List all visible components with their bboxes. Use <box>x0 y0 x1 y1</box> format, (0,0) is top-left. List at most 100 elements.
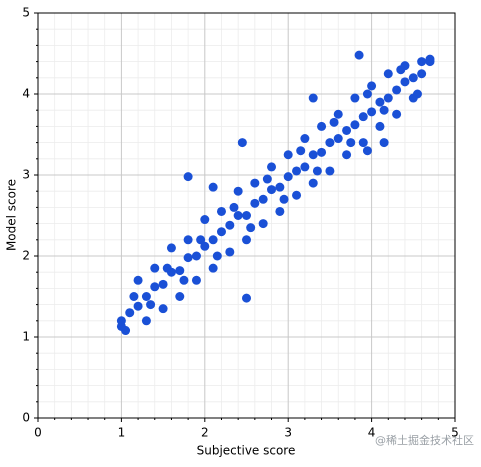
scatter-point <box>412 89 422 99</box>
plot-frame <box>37 12 456 419</box>
scatter-point <box>166 243 176 253</box>
scatter-point <box>392 109 402 119</box>
scatter-point <box>342 125 352 135</box>
points <box>116 50 435 336</box>
scatter-point <box>300 134 310 144</box>
scatter-point <box>396 65 406 75</box>
scatter-point <box>325 166 335 176</box>
scatter-point <box>279 194 289 204</box>
grid <box>36 12 456 420</box>
scatter-point <box>162 263 172 273</box>
scatter-point <box>133 275 143 285</box>
scatter-point <box>350 93 360 103</box>
scatter-point <box>346 138 356 148</box>
scatter-point <box>196 235 206 245</box>
scatter-point <box>225 247 235 257</box>
scatter-point <box>175 266 185 276</box>
scatter-point <box>383 93 393 103</box>
scatter-point <box>237 138 247 148</box>
scatter-point <box>233 211 243 220</box>
scatter-point <box>250 178 260 188</box>
scatter-point <box>358 138 368 148</box>
y-tick-label: 1 <box>22 330 30 344</box>
scatter-point <box>233 186 243 196</box>
scatter-point <box>141 292 151 301</box>
scatter-point <box>191 251 201 261</box>
y-tick-label: 4 <box>22 87 30 101</box>
scatter-point <box>362 89 372 99</box>
scatter-point <box>133 301 143 311</box>
y-tick-label: 5 <box>22 6 30 20</box>
scatter-point <box>362 146 372 156</box>
scatter-point <box>283 172 293 182</box>
scatter-point <box>333 134 343 144</box>
scatter-point <box>400 77 410 87</box>
scatter-point <box>208 263 218 273</box>
scatter-point <box>212 251 222 261</box>
scatter-point <box>200 215 210 225</box>
scatter-point <box>342 150 352 160</box>
scatter-point <box>150 263 160 273</box>
scatter-point <box>262 174 272 184</box>
scatter-point <box>308 178 318 188</box>
scatter-point <box>308 150 318 160</box>
scatter-point <box>379 138 389 148</box>
scatter-point <box>329 117 339 127</box>
scatter-point <box>379 105 389 115</box>
scatter-point <box>317 147 327 157</box>
scatter-point <box>317 121 327 131</box>
scatter-point <box>242 293 251 303</box>
x-axis-label: Subjective score <box>197 444 296 458</box>
x-tick-label: 3 <box>284 426 292 440</box>
scatter-point <box>183 253 193 263</box>
scatter-point <box>425 54 435 64</box>
scatter-point <box>229 202 239 212</box>
y-tick-label: 0 <box>22 411 30 425</box>
scatter-point <box>246 223 256 233</box>
scatter-point <box>258 219 268 229</box>
scatter-point <box>183 235 193 245</box>
scatter-point <box>383 69 393 79</box>
scatter-point <box>216 206 226 216</box>
scatter-point <box>392 85 402 95</box>
x-tick-label: 4 <box>368 426 376 440</box>
scatter-point <box>179 275 189 285</box>
scatter-point <box>267 185 277 195</box>
scatter-point <box>408 73 418 83</box>
scatter-point <box>417 57 427 67</box>
scatter-point <box>158 279 168 289</box>
scatter-point <box>225 220 235 230</box>
scatter-point <box>200 241 210 251</box>
scatter-point <box>125 308 135 318</box>
scatter-point <box>300 162 310 172</box>
scatter-point <box>367 107 377 117</box>
scatter-point <box>333 109 343 119</box>
scatter-point <box>216 227 226 237</box>
scatter-point <box>158 304 168 314</box>
scatter-point <box>275 182 285 192</box>
scatter-point <box>350 120 360 130</box>
scatter-point <box>325 138 335 148</box>
scatter-point <box>275 206 285 216</box>
scatter-point <box>292 166 302 176</box>
scatter-point <box>354 50 364 60</box>
scatter-point <box>129 292 139 301</box>
x-tick-label: 1 <box>118 426 126 440</box>
scatter-point <box>242 211 251 220</box>
x-tick-label: 0 <box>34 426 42 440</box>
y-axis-label: Model score <box>5 179 19 251</box>
scatter-point <box>267 162 277 172</box>
scatter-point <box>292 190 302 200</box>
scatter-point <box>183 172 193 182</box>
scatter-point <box>116 321 126 331</box>
scatter-point <box>308 93 318 103</box>
scatter-point <box>191 275 201 285</box>
x-tick-label: 2 <box>201 426 209 440</box>
scatter-point <box>296 146 306 156</box>
scatter-point <box>258 194 268 204</box>
scatter-point <box>358 112 368 122</box>
scatter-point <box>283 150 293 160</box>
scatter-point <box>150 282 160 292</box>
scatter-point <box>175 292 185 301</box>
